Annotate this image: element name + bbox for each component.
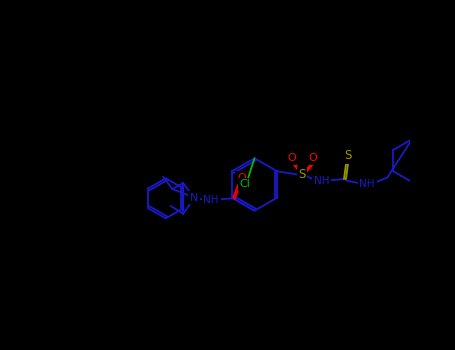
Text: S: S xyxy=(344,149,352,162)
Text: O: O xyxy=(287,153,296,163)
Text: O: O xyxy=(237,173,246,182)
Text: NH: NH xyxy=(203,195,219,205)
Text: S: S xyxy=(298,168,306,181)
Text: N: N xyxy=(190,193,198,203)
Text: O: O xyxy=(308,153,317,163)
Text: NH: NH xyxy=(314,176,329,186)
Text: NH: NH xyxy=(359,180,375,189)
Text: Cl: Cl xyxy=(240,180,251,189)
